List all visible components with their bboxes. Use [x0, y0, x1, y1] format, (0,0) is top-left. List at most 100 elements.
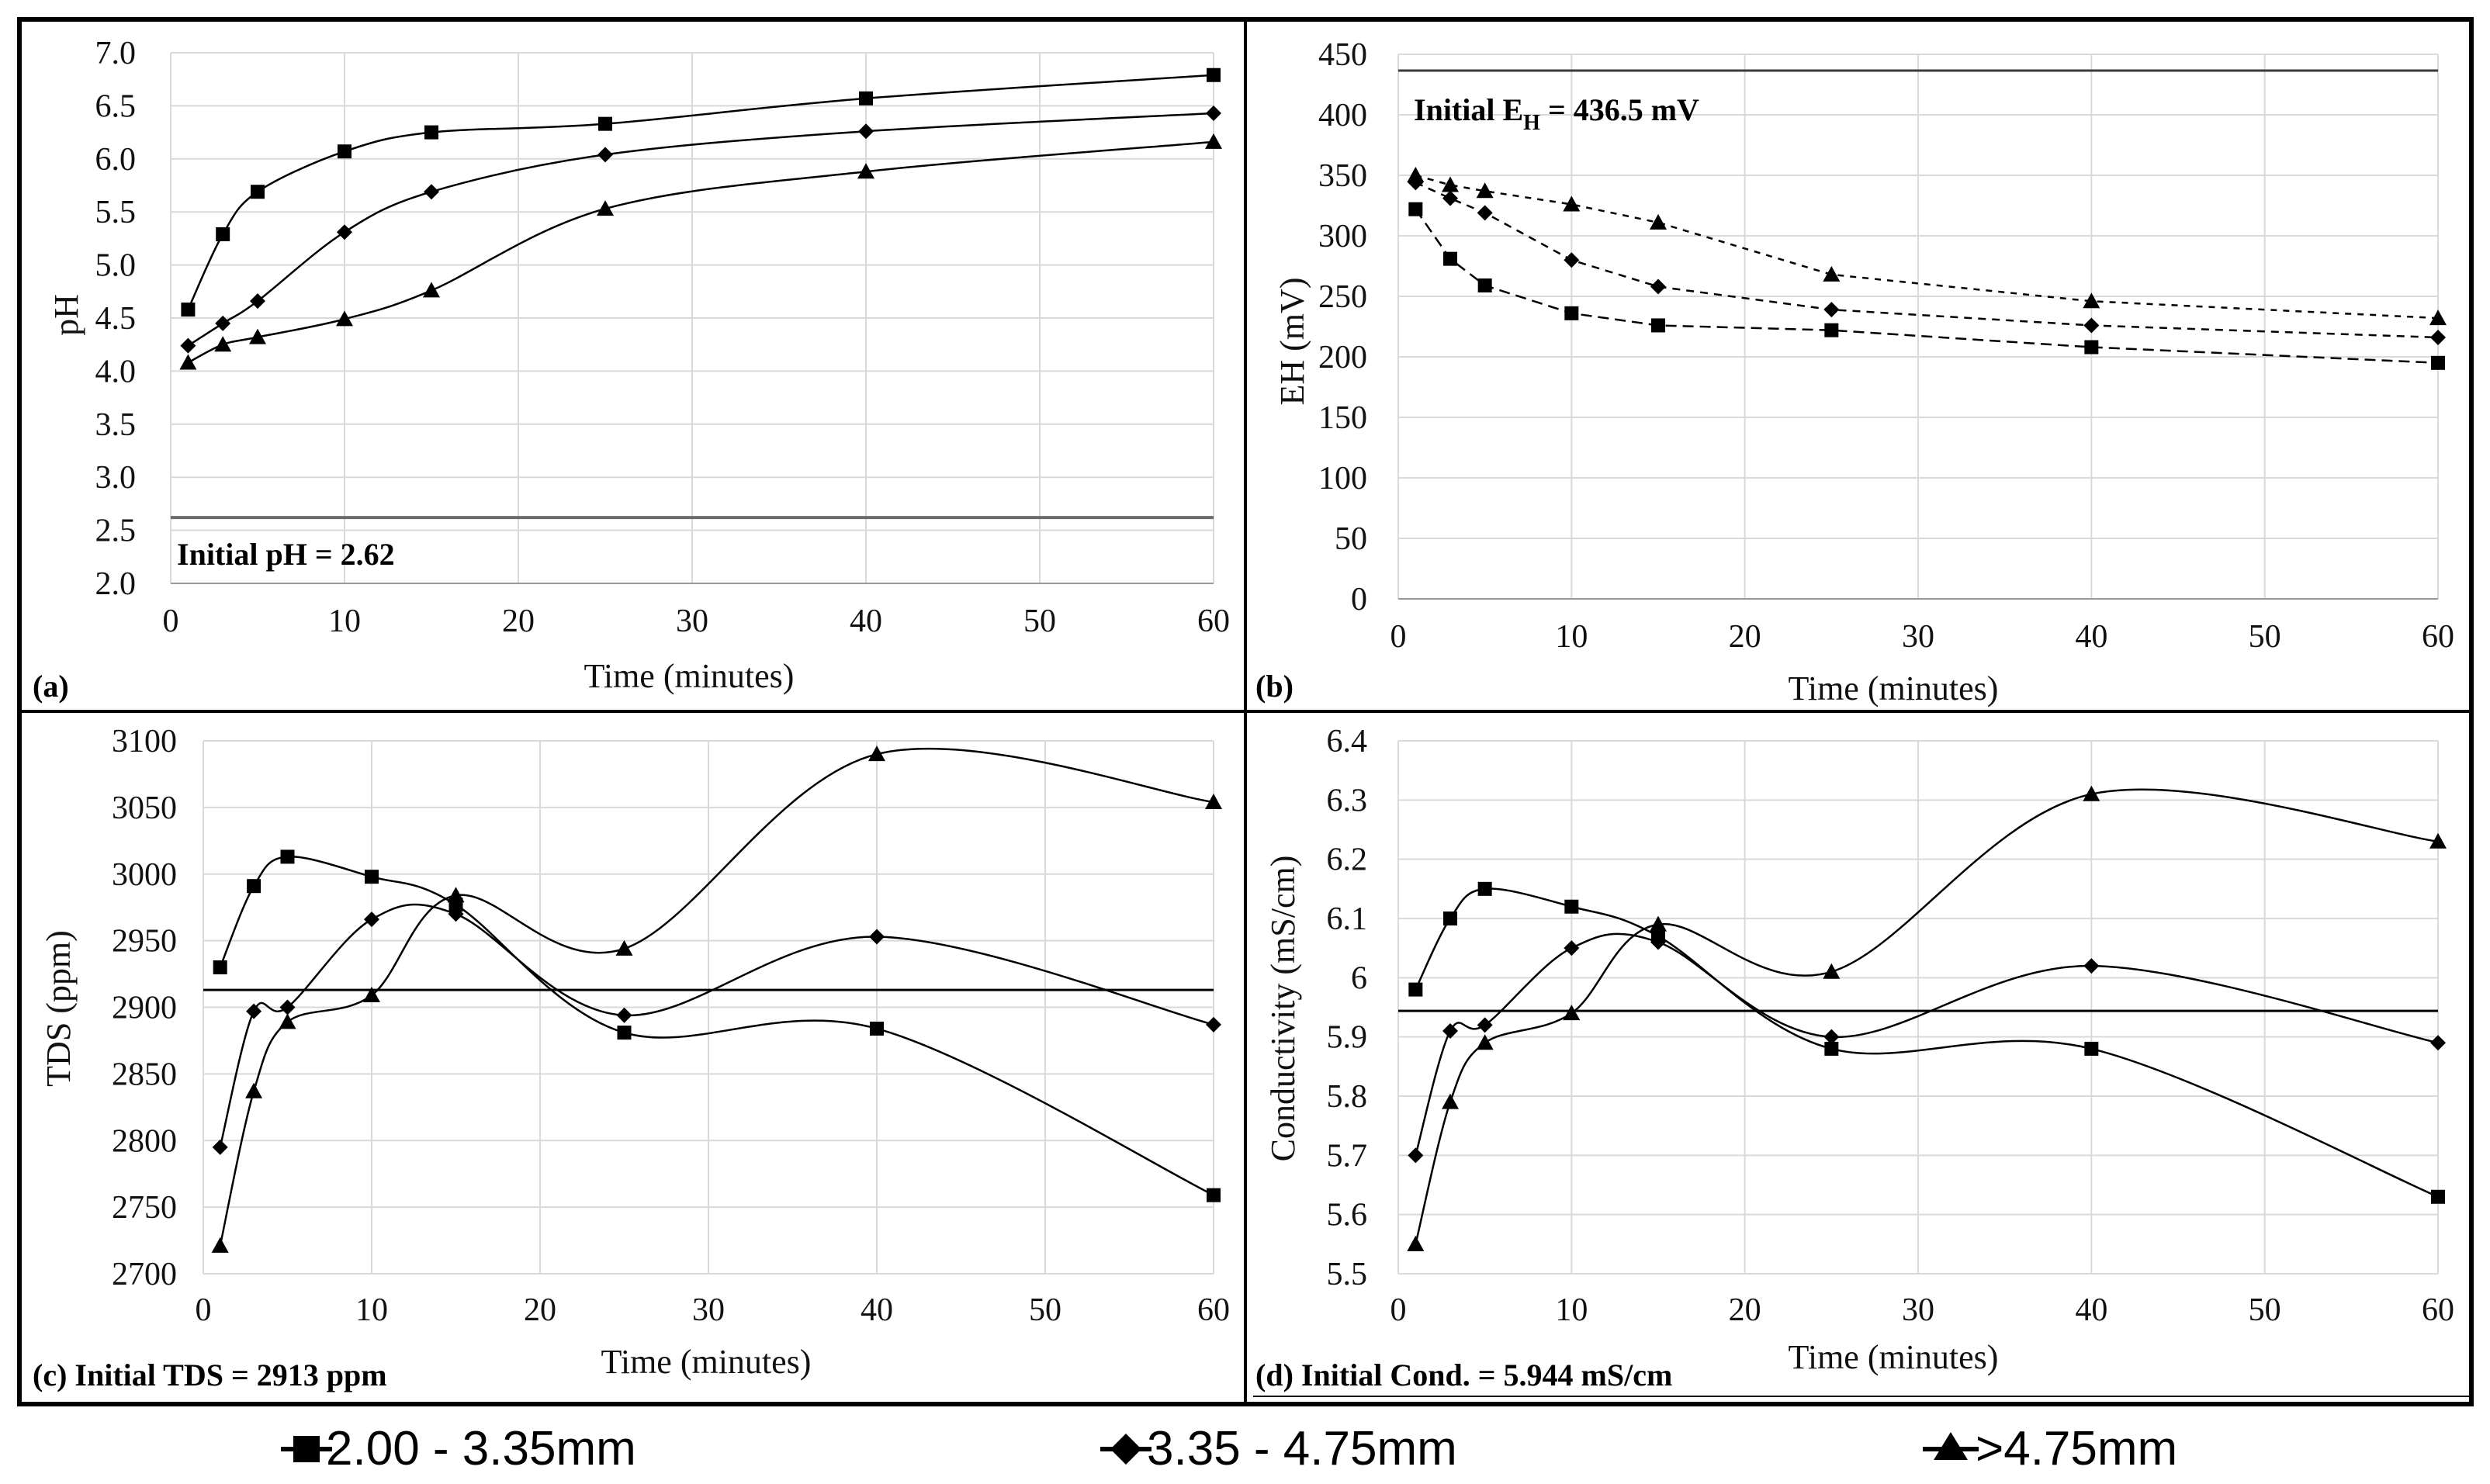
panel-b-y-tick-label: 400 [1318, 98, 1367, 133]
panel-a-x-tick-label: 10 [328, 604, 361, 639]
legend-label-gt4.75mm: >4.75mm [1976, 1422, 2177, 1475]
panel-d-series [1407, 785, 2447, 1251]
panel-b-point-diamond [2083, 317, 2100, 334]
panel-d-point-triangle [1442, 1093, 1459, 1109]
legend-square-marker-icon [293, 1436, 320, 1462]
panel-b-point-square [2084, 340, 2099, 355]
panel-a-x-tick-label: 40 [850, 604, 882, 639]
panel-d-point-diamond [1442, 1023, 1458, 1039]
panel-d-point-triangle [1407, 1235, 1425, 1251]
panel-b-eh-chart: 0 50 100 150 200 250 300 350 400 450 0 10 20 30 40 50 6… [1255, 37, 2454, 707]
panel-b-point-triangle [1650, 213, 1667, 230]
panel-c-point-triangle [868, 745, 885, 762]
panel-d-point-triangle [2083, 785, 2100, 801]
panel-a-x-tick-label: 50 [1023, 604, 1056, 639]
panel-c-x-ticks: 0 10 20 30 40 50 60 [196, 1292, 1231, 1328]
panel-b-series-line-diamond [1415, 182, 2439, 339]
panel-d-x-ticks: 0 10 20 30 40 50 60 [1390, 1292, 2455, 1328]
panel-a-y-tick-label: 2.5 [95, 514, 137, 549]
panel-d-y-tick-label: 6 [1351, 960, 1367, 996]
panel-d-point-triangle [1563, 1005, 1581, 1021]
panel-b-x-tick-label: 20 [1729, 619, 1761, 655]
panel-b-point-triangle [1442, 176, 1459, 192]
panel-b-x-tick-label: 40 [2075, 619, 2107, 655]
panel-d-series-line-square [1415, 887, 2439, 1198]
panel-b-point-square [2431, 355, 2445, 370]
panel-a-y-tick-label: 2.0 [95, 566, 137, 602]
legend: 2.00 - 3.35mm 3.35 - 4.75mm >4.75mm [281, 1422, 2177, 1475]
panel-b-y-tick-label: 0 [1351, 582, 1367, 617]
panel-a-point-triangle [597, 200, 614, 216]
panel-a-label: (a) [33, 669, 69, 704]
legend-diamond-marker-icon [1110, 1434, 1141, 1465]
panel-c-point-diamond [279, 999, 296, 1015]
panel-d-y-tick-label: 6.2 [1327, 842, 1368, 878]
panel-a-point-diamond [597, 147, 613, 163]
panel-c-x-axis-title: Time (minutes) [601, 1343, 812, 1381]
panel-a-point-diamond [337, 224, 352, 240]
panel-d-conductivity-chart: 5.5 5.6 5.7 5.8 5.9 6 6.1 6.2 6.3 6.4 0 10 20 30 40 50… [1255, 724, 2454, 1392]
panel-c-point-triangle [447, 887, 465, 903]
panel-a-point-triangle [423, 282, 440, 298]
panel-a-y-tick-label: 4.5 [95, 301, 137, 337]
panel-b-y-tick-label: 300 [1318, 219, 1367, 254]
panel-a-x-tick-label: 60 [1197, 604, 1230, 639]
panel-d-point-triangle [1823, 963, 1841, 979]
panel-c-y-axis-title: TDS (ppm) [40, 930, 78, 1087]
panel-c-x-tick-label: 10 [355, 1292, 388, 1328]
panel-b-initial-eh-label-sub: H [1523, 111, 1540, 135]
panel-c-y-ticks: 2700 2750 2800 2850 2900 2950 3000 3050 3100 [112, 724, 177, 1292]
panel-d-y-tick-label: 6.4 [1327, 724, 1368, 759]
panel-d-point-square [1564, 899, 1579, 914]
panel-a-point-triangle [1205, 133, 1222, 149]
legend-label-2.00-3.35mm: 2.00 - 3.35mm [326, 1422, 636, 1475]
panel-b-point-diamond [1650, 278, 1666, 295]
panel-d-y-tick-label: 5.6 [1327, 1198, 1368, 1233]
panel-a-y-tick-label: 7.0 [95, 36, 137, 71]
panel-b-point-square [1824, 323, 1839, 337]
panel-c-series [211, 745, 1222, 1253]
panel-a-point-triangle [179, 354, 197, 370]
panel-a-x-tick-label: 30 [676, 604, 708, 639]
panel-a-point-square [216, 227, 230, 241]
panel-c-label: (c) Initial TDS = 2913 ppm [33, 1358, 387, 1392]
legend-item-2.00-3.35mm: 2.00 - 3.35mm [281, 1422, 636, 1475]
legend-label-3.35-4.75mm: 3.35 - 4.75mm [1147, 1422, 1457, 1475]
panel-c-point-triangle [363, 987, 380, 1003]
panel-c-y-tick-label: 3000 [112, 857, 177, 893]
panel-c-grid [203, 740, 1214, 1275]
panel-d-x-tick-label: 30 [1902, 1292, 1934, 1328]
panel-a-point-diamond [858, 123, 874, 140]
panel-d-y-axis-title: Conductivity (mS/cm) [1264, 856, 1302, 1162]
panel-a-point-square [859, 91, 873, 106]
panel-a-y-tick-label: 5.5 [95, 195, 137, 230]
panel-b-x-tick-label: 0 [1390, 619, 1407, 655]
panel-d-point-square [1443, 912, 1457, 925]
panel-d-y-tick-label: 5.5 [1327, 1257, 1368, 1292]
panel-d-point-square [1408, 982, 1423, 997]
panel-a-point-triangle [857, 163, 874, 179]
panel-d-y-ticks: 5.5 5.6 5.7 5.8 5.9 6 6.1 6.2 6.3 6.4 [1327, 724, 1368, 1292]
panel-a-y-tick-label: 3.0 [95, 460, 137, 496]
panel-b-point-diamond [1564, 252, 1580, 268]
panel-b-y-tick-label: 50 [1335, 521, 1367, 557]
panel-d-x-tick-label: 60 [2422, 1292, 2454, 1328]
panel-c-x-tick-label: 50 [1029, 1292, 1061, 1328]
panel-b-initial-eh-label-main: Initial E [1414, 92, 1523, 127]
panel-a-point-diamond [424, 184, 439, 200]
panel-b-point-diamond [1442, 190, 1458, 206]
panel-a-y-tick-label: 5.0 [95, 248, 137, 284]
panel-b-y-tick-label: 450 [1318, 37, 1367, 73]
panel-c-x-tick-label: 0 [196, 1292, 212, 1328]
panel-b-y-tick-label: 350 [1318, 158, 1367, 194]
panel-d-series-line-triangle [1415, 788, 2439, 1245]
panel-a-x-tick-label: 0 [163, 604, 179, 639]
panel-b-x-ticks: 0 10 20 30 40 50 60 [1390, 619, 2455, 655]
panel-d-point-triangle [1650, 915, 1667, 932]
panel-b-x-tick-label: 60 [2422, 619, 2454, 655]
panel-b-point-triangle [1823, 265, 1841, 282]
panel-a-series-line-triangle [187, 140, 1214, 364]
panel-b-point-triangle [1476, 182, 1494, 199]
panel-d-x-tick-label: 40 [2075, 1292, 2107, 1328]
panel-a-x-tick-label: 20 [502, 604, 535, 639]
